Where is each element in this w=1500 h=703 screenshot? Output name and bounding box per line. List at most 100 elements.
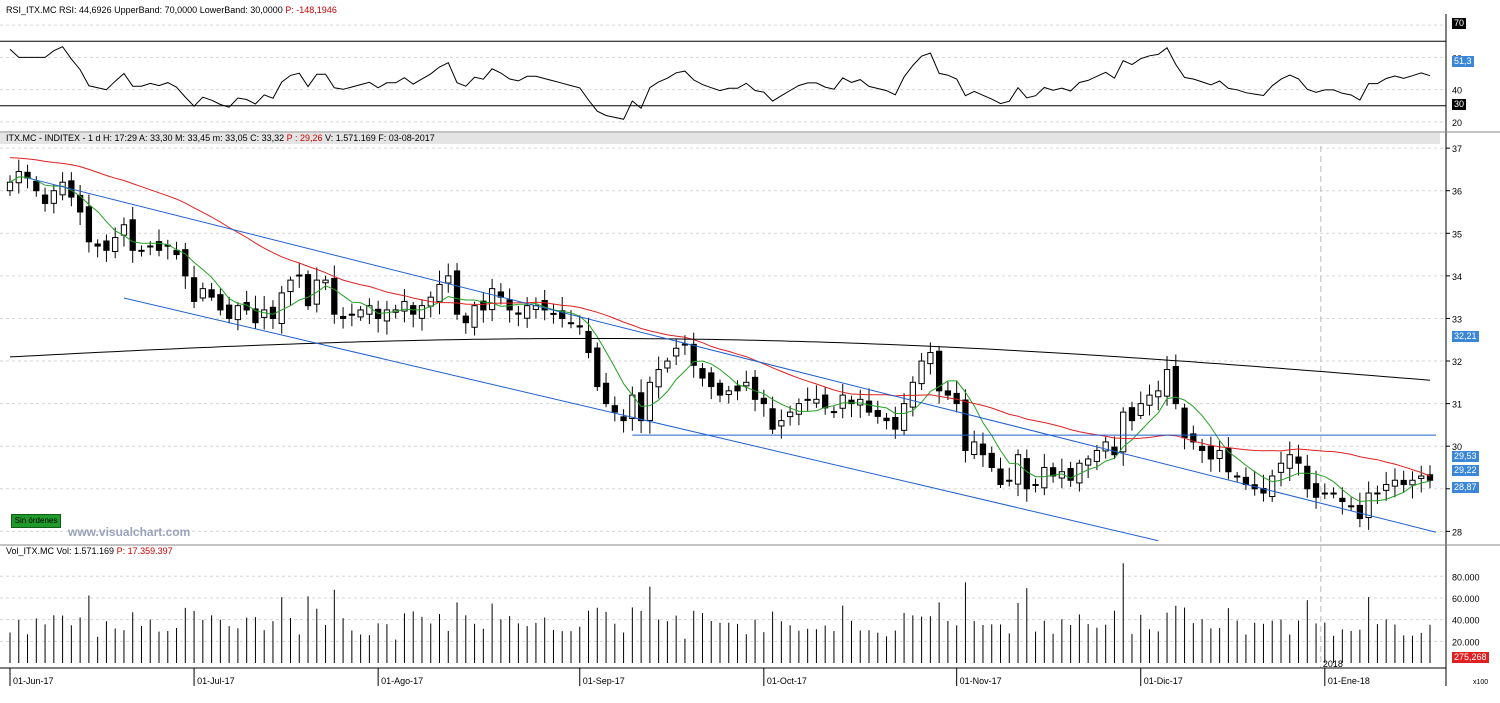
candle-body: [874, 410, 881, 417]
candle-body: [664, 360, 671, 369]
trend-line-upper: [27, 177, 1437, 533]
rsi-lower-badge: 30: [1452, 99, 1467, 110]
candle-body: [436, 283, 443, 302]
candle-body: [550, 312, 557, 315]
candle-body: [751, 376, 759, 400]
candle-body: [401, 300, 408, 312]
candle-body: [1400, 479, 1407, 486]
x-tick-label: 01-Ago-17: [381, 676, 423, 686]
candle-body: [173, 249, 180, 256]
rsi-panel: [0, 40, 1446, 120]
candle-body: [602, 382, 610, 405]
candle-body: [94, 243, 101, 247]
candle-body: [725, 390, 732, 395]
candle-body: [585, 330, 592, 354]
candle-body: [226, 304, 233, 319]
candle-body: [488, 288, 496, 311]
candle-body: [296, 274, 303, 277]
price-tick-label: 30: [1452, 442, 1462, 452]
candle-body: [418, 305, 426, 319]
candle-body: [278, 292, 285, 325]
candle-body: [1085, 458, 1092, 466]
candle-body: [357, 309, 364, 318]
candle-body: [462, 315, 469, 324]
candle-body: [1067, 468, 1074, 481]
volume-tick-label: 20.000: [1452, 637, 1480, 647]
candle-body: [112, 237, 119, 253]
last-price-badge: 29,22: [1452, 465, 1479, 476]
candle-body: [1006, 479, 1013, 482]
candle-body: [1155, 390, 1162, 398]
candle-body: [1163, 369, 1171, 397]
candle-body: [199, 288, 206, 299]
candle-body: [988, 452, 995, 468]
candle-body: [1347, 505, 1355, 508]
ma-long-badge: 32,21: [1452, 331, 1479, 342]
volume-panel: [9, 563, 1431, 663]
x-tick-label: 01-Sep-17: [583, 676, 625, 686]
candle-body: [76, 194, 84, 213]
candle-body: [234, 305, 242, 321]
candle-body: [1120, 411, 1127, 453]
candle-body: [1041, 466, 1048, 489]
price-panel: [6, 157, 1437, 542]
candle-body: [50, 190, 57, 204]
candle-body: [1383, 484, 1390, 491]
candle-body: [1207, 445, 1214, 460]
candle-body: [1234, 475, 1241, 478]
volume-p: P: 17.359.397: [116, 546, 173, 556]
candle-body: [620, 416, 627, 422]
price-tick-label: 37: [1452, 144, 1462, 154]
candle-body: [594, 347, 601, 388]
rsi-last-badge: 51,3: [1452, 56, 1474, 67]
watermark: www.visualchart.com: [68, 525, 191, 539]
no-orders-badge[interactable]: Sin órdenes: [11, 514, 61, 528]
candle-body: [1032, 484, 1039, 487]
candle-body: [1426, 474, 1434, 481]
candle-body: [892, 416, 899, 430]
candle-body: [1356, 504, 1364, 520]
rsi-lower: LowerBand: 30,0000: [199, 5, 283, 15]
rsi-upper-badge: 70: [1452, 18, 1467, 29]
candle-body: [673, 347, 680, 357]
candle-body: [287, 279, 294, 293]
candle-body: [979, 443, 987, 456]
price-tick-label: 35: [1452, 229, 1462, 239]
candle-body: [506, 299, 513, 311]
candle-body: [769, 408, 776, 430]
candle-body: [734, 385, 741, 392]
candle-body: [681, 343, 689, 346]
candle-body: [804, 398, 811, 401]
candle-body: [1190, 433, 1197, 443]
candle-body: [909, 381, 916, 408]
grid: [0, 24, 1446, 668]
candle-body: [208, 289, 215, 298]
x-tick-label: 01-Jul-17: [197, 676, 235, 686]
candle-body: [1286, 454, 1293, 469]
candle-body: [567, 322, 575, 325]
price-tick-label: 34: [1452, 272, 1462, 282]
candle-body: [261, 309, 268, 318]
candle-body: [366, 305, 373, 315]
ma-long-line: [9, 337, 1431, 381]
candle-body: [331, 277, 338, 315]
rsi-tick-label: 20: [1452, 118, 1462, 128]
volume-tick-label: 80.000: [1452, 572, 1480, 582]
price-tick-label: 36: [1452, 187, 1462, 197]
rsi-upper: UpperBand: 70,0000: [114, 5, 198, 15]
candle-body: [348, 313, 355, 316]
candle-body: [453, 270, 461, 315]
candle-body: [839, 394, 846, 409]
candle-body: [629, 394, 636, 420]
volume-main: Vol_ITX.MC Vol: 1.571.169: [6, 546, 115, 556]
candle-body: [830, 411, 838, 414]
candle-body: [59, 181, 66, 196]
candle-body: [1312, 483, 1320, 498]
rsi-value: RSI: 44,6926: [59, 5, 112, 15]
ma-mid-badge: 29,53: [1452, 451, 1479, 462]
candle-body: [971, 441, 978, 456]
ma-short-badge: 28,87: [1452, 482, 1479, 493]
candle-body: [865, 400, 873, 413]
candle-body: [480, 300, 487, 311]
candle-body: [155, 241, 163, 251]
